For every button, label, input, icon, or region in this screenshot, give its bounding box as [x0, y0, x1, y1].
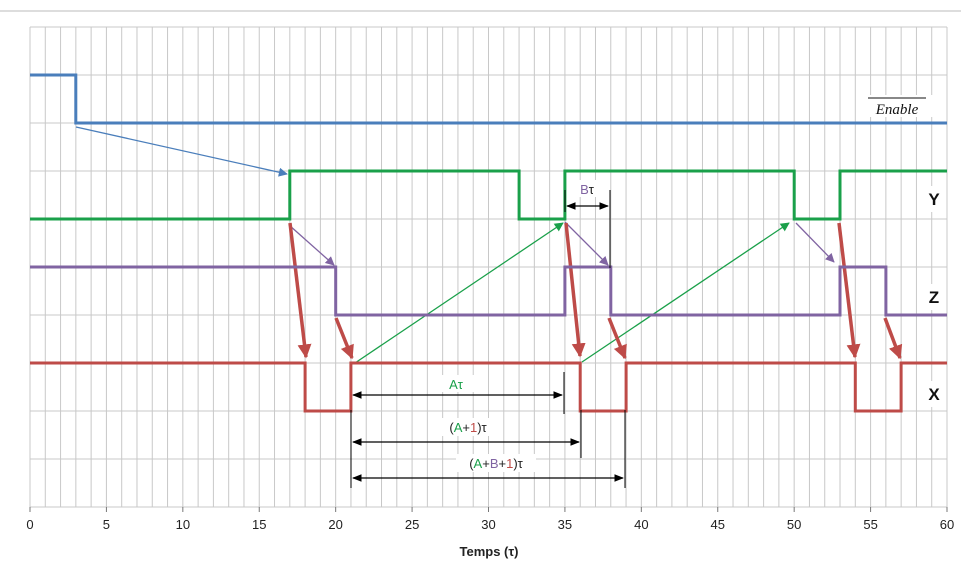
x-tick-label: 25 — [405, 517, 419, 532]
signal-trace-x — [30, 361, 947, 413]
a-tau-label-bg — [436, 375, 476, 392]
x-to-y-arrow-1 — [354, 222, 564, 364]
z-label-bg — [922, 284, 946, 310]
dimension-annotations: Aτ Bτ (A+1)τ (A+B+1)τ — [350, 180, 626, 488]
y-label-bg — [922, 186, 946, 212]
x-tick-label: 20 — [328, 517, 342, 532]
z-to-x-arrow-3 — [883, 317, 903, 360]
x-tick-label: 60 — [940, 517, 954, 532]
enable-label-bg — [862, 95, 934, 117]
b-tau-label: Bτ — [580, 182, 595, 197]
y-to-z-arrow-1 — [288, 224, 335, 266]
ab1-tau-label-bg — [456, 454, 536, 472]
y-to-x-arrow-3 — [837, 222, 861, 359]
a-tau-label: Aτ — [449, 377, 464, 392]
y-to-z-arrow-3 — [795, 222, 835, 263]
x-tick-label: 40 — [634, 517, 648, 532]
signal-trace-enable — [30, 73, 947, 125]
x-tick-label: 30 — [481, 517, 495, 532]
x-tick-label: 50 — [787, 517, 801, 532]
a1-tau-label: (A+1)τ — [449, 420, 487, 435]
a1-tau-label-bg — [437, 418, 499, 436]
x-tick-label: 55 — [863, 517, 877, 532]
enable-label: Enable — [875, 102, 919, 118]
x-tick-label: 5 — [103, 517, 110, 532]
y-label: Y — [928, 190, 940, 209]
x-axis-title: Temps (τ) — [459, 544, 518, 559]
y-to-x-arrow-1 — [288, 222, 312, 359]
z-label: Z — [929, 288, 939, 307]
signal-traces — [30, 73, 947, 413]
signal-trace-z — [30, 265, 947, 317]
z-to-x-arrow-2 — [607, 317, 627, 360]
x-label-bg — [922, 381, 946, 407]
x-tick-label: 45 — [711, 517, 725, 532]
signal-labels: Enable Y Z X — [862, 95, 946, 407]
z-to-x-arrow-1 — [334, 317, 354, 360]
x-axis-ticks: 0 5 10 15 20 25 30 35 40 45 50 55 60 — [26, 507, 954, 532]
enable-to-y-arrow — [75, 126, 288, 177]
causal-arrows — [75, 126, 903, 364]
x-tick-label: 10 — [176, 517, 190, 532]
x-tick-label: 15 — [252, 517, 266, 532]
ab1-tau-label: (A+B+1)τ — [469, 456, 523, 471]
y-to-z-arrow-2 — [564, 221, 609, 266]
y-to-x-arrow-2 — [564, 222, 586, 358]
x-tick-label: 0 — [26, 517, 33, 532]
x-to-y-arrow-2 — [581, 222, 790, 363]
x-tick-label: 35 — [558, 517, 572, 532]
b-tau-label-bg — [572, 180, 604, 197]
x-label: X — [928, 385, 940, 404]
